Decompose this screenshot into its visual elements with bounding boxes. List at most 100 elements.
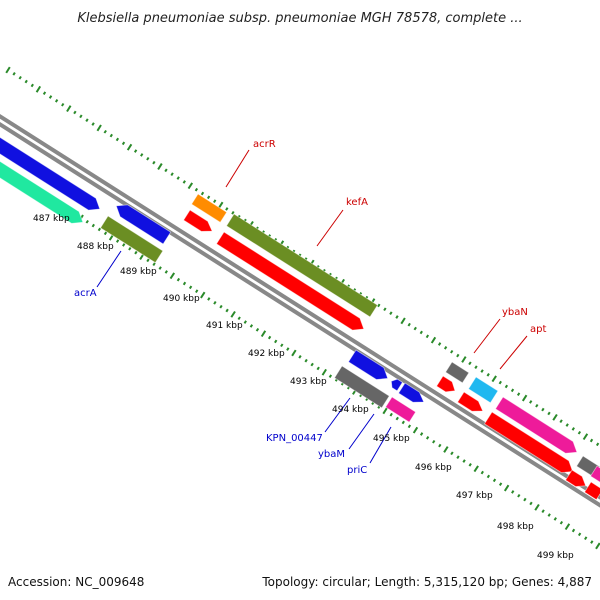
red-feature-apt[interactable] bbox=[457, 391, 486, 416]
magenta-feature-priC[interactable] bbox=[385, 396, 417, 423]
inner-tick-mark bbox=[91, 223, 95, 228]
kbp-label: 488 kbp bbox=[77, 242, 114, 252]
gene-label-ybaM[interactable]: ybaM bbox=[318, 449, 345, 460]
red-feature-502[interactable] bbox=[584, 481, 600, 501]
blue-feature-ybaM-a[interactable] bbox=[389, 377, 403, 392]
inner-tick-mark bbox=[412, 426, 419, 434]
inner-tick-mark bbox=[243, 320, 247, 324]
outer-tick-mark bbox=[571, 427, 575, 431]
inner-tick-mark bbox=[207, 297, 211, 301]
outer-tick-mark bbox=[61, 102, 65, 107]
inner-tick-mark bbox=[492, 478, 497, 483]
inner-tick-mark bbox=[310, 362, 314, 367]
cyan-feature-apt[interactable] bbox=[467, 376, 499, 404]
backbone-inner-line bbox=[0, 121, 600, 508]
outer-tick-mark bbox=[383, 307, 387, 312]
accession-text: Accession: NC_009648 bbox=[8, 575, 144, 589]
outer-tick-mark bbox=[182, 180, 186, 184]
gray-feature-493[interactable] bbox=[333, 365, 390, 409]
inner-tick-mark bbox=[286, 347, 290, 351]
inner-tick-mark bbox=[473, 465, 479, 473]
map-plot bbox=[0, 66, 600, 550]
red-feature-kefA[interactable] bbox=[215, 231, 367, 335]
outer-tick-mark bbox=[109, 133, 113, 138]
topology-summary-text: Topology: circular; Length: 5,315,120 bp… bbox=[261, 575, 592, 589]
red-feature-500[interactable] bbox=[483, 411, 576, 477]
inner-tick-mark bbox=[176, 277, 181, 282]
blue-feature-487[interactable] bbox=[0, 111, 104, 215]
outer-tick-mark bbox=[480, 369, 484, 373]
blue-feature-KPN_00447[interactable] bbox=[347, 349, 391, 384]
outer-tick-mark bbox=[5, 66, 11, 74]
kbp-label: 492 kbp bbox=[248, 349, 285, 359]
orange-feature-acrR[interactable] bbox=[191, 193, 228, 223]
red-feature-501[interactable] bbox=[565, 469, 589, 491]
inner-tick-mark bbox=[517, 493, 521, 498]
gene-label-apt[interactable]: apt bbox=[530, 324, 546, 335]
inner-tick-mark bbox=[553, 517, 557, 521]
inner-tick-mark bbox=[529, 501, 533, 506]
blue-feature-489[interactable] bbox=[112, 200, 172, 245]
inner-tick-mark bbox=[571, 528, 576, 533]
outer-tick-mark bbox=[456, 353, 460, 358]
kbp-labels: 487 kbp 488 kbp 489 kbp 490 kbp 491 kbp … bbox=[33, 214, 574, 561]
outer-tick-mark bbox=[18, 75, 22, 80]
gene-label-KPN_00447[interactable]: KPN_00447 bbox=[266, 433, 323, 444]
outer-tick-mark bbox=[200, 191, 205, 196]
outer-tick-mark bbox=[582, 433, 589, 441]
outer-tick-mark bbox=[430, 336, 437, 344]
outer-tick-mark bbox=[152, 160, 156, 165]
outer-tick-mark bbox=[231, 210, 235, 215]
outer-tick-mark bbox=[535, 403, 539, 408]
outer-tick-mark bbox=[595, 442, 600, 447]
inner-tick-mark bbox=[419, 432, 424, 436]
kbp-label: 495 kbp bbox=[373, 434, 410, 444]
outer-tick-mark bbox=[96, 124, 102, 132]
inner-tick-mark bbox=[274, 339, 278, 344]
outer-tick-mark bbox=[194, 187, 199, 192]
magenta-feature-500[interactable] bbox=[494, 396, 580, 458]
leader-acrA bbox=[96, 250, 122, 288]
inner-tick-mark bbox=[450, 451, 454, 456]
inner-tick-mark bbox=[152, 262, 156, 267]
olive-feature-kefA[interactable] bbox=[225, 213, 379, 318]
inner-tick-mark bbox=[321, 368, 327, 376]
gene-label-priC[interactable]: priC bbox=[347, 465, 367, 476]
outer-tick-mark bbox=[176, 176, 180, 180]
outer-tick-mark bbox=[225, 207, 229, 211]
outer-tick-mark bbox=[85, 118, 89, 122]
inner-tick-mark bbox=[128, 246, 132, 251]
outer-tick-mark bbox=[547, 411, 551, 416]
leader-acrR bbox=[225, 149, 250, 188]
outer-tick-mark bbox=[126, 143, 133, 151]
red-feature-ybaN[interactable] bbox=[436, 375, 459, 396]
gene-label-acrA[interactable]: acrA bbox=[74, 288, 97, 299]
inner-tick-mark bbox=[443, 446, 449, 453]
outer-tick-mark bbox=[400, 317, 406, 325]
outer-tick-mark bbox=[504, 384, 509, 389]
gene-labels: acrR kefA ybaN apt acrA KPN_00447 ybaM p… bbox=[74, 139, 546, 476]
inner-tick-mark bbox=[584, 536, 588, 541]
outer-tick-mark bbox=[121, 141, 126, 146]
inner-tick-mark bbox=[438, 443, 442, 448]
outer-tick-mark bbox=[474, 365, 478, 369]
outer-tick-mark bbox=[510, 388, 515, 393]
gene-label-kefA[interactable]: kefA bbox=[346, 197, 368, 208]
gene-label-acrR[interactable]: acrR bbox=[253, 139, 276, 150]
inner-tick-mark bbox=[103, 231, 108, 236]
gene-label-ybaN[interactable]: ybaN bbox=[502, 307, 528, 318]
teal-feature-487[interactable] bbox=[0, 135, 87, 228]
blue-feature-ybaM[interactable] bbox=[398, 382, 427, 407]
outer-tick-mark bbox=[589, 438, 594, 443]
inner-tick-mark bbox=[590, 540, 594, 544]
olive-feature-acrA[interactable] bbox=[99, 215, 164, 264]
red-feature-acrR[interactable] bbox=[183, 209, 216, 236]
kbp-label: 490 kbp bbox=[163, 294, 200, 304]
inner-tick-mark bbox=[225, 308, 229, 313]
outer-tick-mark bbox=[73, 110, 77, 115]
inner-tick-mark bbox=[255, 327, 260, 332]
gray-feature-ybaN[interactable] bbox=[445, 361, 470, 384]
outer-tick-mark bbox=[103, 129, 107, 134]
inner-tick-mark bbox=[395, 416, 399, 421]
inner-tick-mark bbox=[480, 470, 484, 475]
